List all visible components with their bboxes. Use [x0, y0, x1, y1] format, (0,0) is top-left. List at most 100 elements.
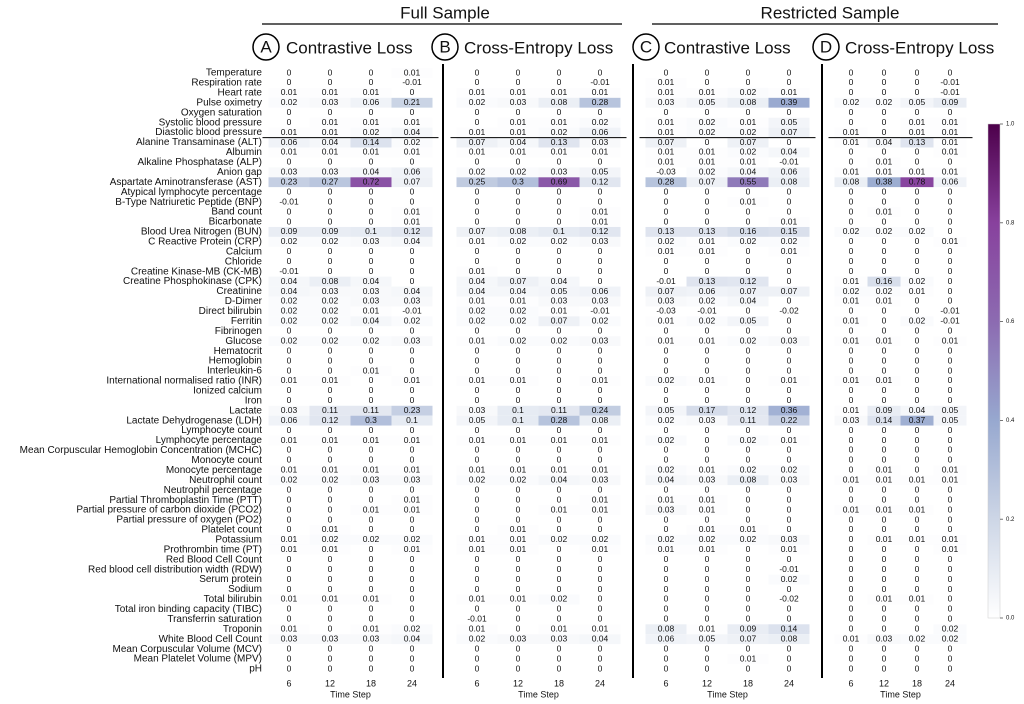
heat-cell — [867, 574, 901, 585]
heat-cell — [900, 435, 934, 446]
heat-cell — [645, 87, 687, 98]
heat-cell — [900, 157, 934, 168]
cell-value: 0 — [705, 584, 710, 594]
heat-cell — [579, 455, 621, 466]
heat-cell — [834, 346, 868, 357]
cell-value: 0 — [787, 345, 792, 355]
heat-cell — [391, 624, 433, 635]
cell-value: 0 — [746, 455, 751, 465]
heat-cell — [900, 495, 934, 506]
cell-value: 0.01 — [592, 87, 609, 97]
heat-cell — [933, 147, 967, 158]
cell-value: 0 — [664, 425, 669, 435]
heat-cell — [456, 326, 498, 337]
heat-cell — [834, 97, 868, 108]
cell-value: 0.02 — [322, 335, 339, 345]
cell-value: 0 — [849, 266, 854, 276]
heat-cell — [579, 385, 621, 396]
heat-cell — [350, 117, 392, 128]
heat-cell — [391, 296, 433, 307]
heat-cell — [900, 306, 934, 317]
cell-value: 0 — [598, 445, 603, 455]
heat-cell — [497, 654, 539, 665]
cell-value: 0 — [746, 663, 751, 673]
cell-value: 0.17 — [699, 405, 716, 415]
cell-value: 0.02 — [322, 316, 339, 326]
cell-value: 0.01 — [469, 266, 486, 276]
heat-cell — [579, 644, 621, 655]
heat-cell — [538, 644, 580, 655]
cell-value: 0 — [664, 206, 669, 216]
cell-value: 0 — [915, 256, 920, 266]
heat-cell — [686, 475, 728, 486]
cell-value: 0.01 — [404, 504, 421, 514]
cell-value: 0.01 — [469, 296, 486, 306]
cell-value: 0.72 — [363, 177, 380, 187]
heat-cell — [309, 326, 351, 337]
cell-value: 0.38 — [876, 177, 893, 187]
cell-value: 0 — [948, 157, 953, 167]
cell-value: 0.04 — [658, 475, 675, 485]
cell-value: 0 — [410, 484, 415, 494]
cell-value: 0.01 — [510, 87, 527, 97]
cell-value: 0.06 — [942, 177, 959, 187]
heat-cell — [268, 356, 310, 367]
heat-cell — [456, 87, 498, 98]
heat-cell — [579, 77, 621, 88]
cell-value: 0.09 — [322, 226, 339, 236]
cell-value: 0.01 — [592, 504, 609, 514]
cell-value: -0.01 — [940, 77, 960, 87]
cell-value: 0 — [410, 87, 415, 97]
heat-cell — [538, 127, 580, 138]
heat-cell — [834, 167, 868, 178]
cell-value: 0 — [787, 425, 792, 435]
heat-cell — [309, 495, 351, 506]
heat-cell — [391, 97, 433, 108]
heat-cell — [538, 107, 580, 118]
cell-value: 0 — [475, 77, 480, 87]
cell-value: 0 — [882, 117, 887, 127]
heat-cell — [579, 68, 621, 78]
heat-cell — [350, 226, 392, 237]
cell-value: 0.01 — [909, 286, 926, 296]
heat-cell — [867, 614, 901, 625]
cell-value: 0.11 — [363, 405, 379, 415]
heat-cell — [538, 286, 580, 297]
cell-value: 0.03 — [658, 504, 675, 514]
heat-cell — [268, 157, 310, 168]
heat-cell — [391, 137, 433, 148]
heat-cell — [900, 425, 934, 436]
cell-value: 0.01 — [281, 624, 298, 634]
cell-value: 0.05 — [909, 97, 926, 107]
heat-cell — [497, 266, 539, 277]
cell-value: 0 — [849, 643, 854, 653]
cell-value: 0.07 — [510, 276, 527, 286]
cell-value: 0 — [915, 385, 920, 395]
heat-cell — [268, 465, 310, 476]
cell-value: 0 — [516, 484, 521, 494]
heat-cell — [391, 524, 433, 535]
heat-cell — [579, 246, 621, 257]
heat-cell — [834, 505, 868, 516]
heat-cell — [834, 296, 868, 307]
cell-value: 0.01 — [281, 534, 298, 544]
heat-cell — [727, 554, 769, 565]
cell-value: 0 — [475, 246, 480, 256]
cell-value: 0 — [475, 385, 480, 395]
heat-cell — [686, 544, 728, 555]
cell-value: 0.01 — [404, 435, 421, 445]
cell-value: 0 — [948, 326, 953, 336]
x-tick-label: 18 — [743, 678, 753, 688]
cell-value: 0.01 — [942, 137, 959, 147]
cell-value: 0.01 — [322, 127, 339, 137]
heat-cell — [768, 664, 810, 674]
cell-value: 0.07 — [658, 137, 675, 147]
cell-value: 0 — [705, 484, 710, 494]
cell-value: 0 — [948, 226, 953, 236]
heat-cell — [538, 147, 580, 158]
row-label: Total bilirubin — [204, 594, 262, 605]
cell-value: 0 — [516, 564, 521, 574]
heat-cell — [686, 664, 728, 674]
heat-cell — [391, 564, 433, 575]
row-label: Platelet count — [201, 525, 262, 536]
